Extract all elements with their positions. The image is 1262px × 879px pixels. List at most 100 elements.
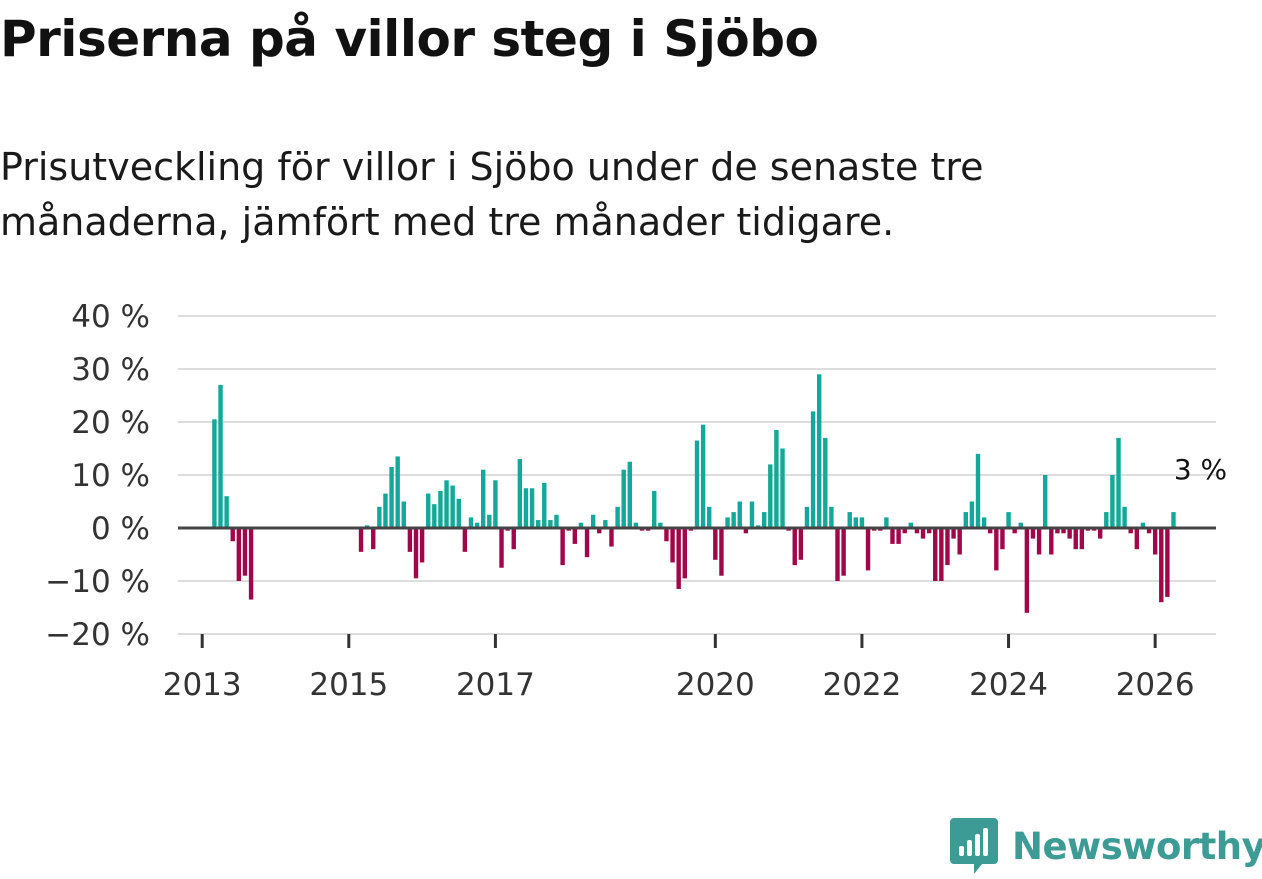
bar — [694, 440, 700, 528]
bar — [890, 528, 895, 544]
y-tick-label: −10 % — [45, 564, 150, 600]
bar — [988, 528, 993, 534]
bar — [609, 528, 614, 547]
bar — [1152, 528, 1158, 555]
bar — [1140, 522, 1146, 528]
bar — [230, 528, 235, 542]
y-tick-label: 10 % — [71, 458, 150, 494]
bar — [358, 528, 364, 552]
x-tick-label: 2015 — [309, 667, 388, 703]
page-title: Priserna på villor steg i Sjöbo — [0, 10, 819, 68]
brand-name: Newsworthy — [1012, 824, 1262, 868]
bar — [1030, 528, 1036, 539]
bar — [377, 506, 382, 528]
bar — [664, 528, 669, 542]
bar — [908, 522, 914, 528]
bar — [914, 528, 920, 534]
bar — [1159, 528, 1164, 603]
bar — [1018, 522, 1023, 528]
bar — [1024, 528, 1030, 613]
bar — [371, 528, 376, 550]
bar — [224, 496, 229, 528]
bar — [1128, 528, 1133, 534]
bar — [859, 517, 865, 528]
bar — [1000, 528, 1005, 550]
bar — [1079, 528, 1085, 550]
bar — [963, 512, 968, 528]
bar — [835, 528, 840, 581]
bar — [407, 528, 413, 552]
bar — [994, 528, 999, 571]
bar — [957, 528, 962, 555]
bar — [462, 528, 468, 552]
bar — [975, 453, 981, 528]
bar — [939, 528, 944, 581]
bar — [1036, 528, 1042, 555]
bar — [1104, 512, 1109, 528]
bar — [212, 419, 217, 528]
bar — [1110, 475, 1115, 528]
bar — [676, 528, 681, 589]
bar — [529, 488, 535, 528]
bar — [1006, 512, 1011, 528]
page-subtitle: Prisutveckling för villor i Sjöbo under … — [0, 145, 984, 244]
bar — [731, 512, 736, 528]
x-tick-label: 2013 — [163, 667, 242, 703]
bar — [578, 522, 584, 528]
bar — [902, 528, 907, 534]
bar — [719, 528, 724, 576]
bar — [853, 517, 859, 528]
bar — [468, 517, 474, 528]
y-tick-label: 30 % — [71, 352, 150, 388]
bar — [444, 480, 449, 528]
bar — [554, 514, 559, 528]
label-layer: 40 % 30 % 20 % 10 % 0 % −10 % −20 % 2013 2015 201… — [45, 299, 1227, 703]
bar — [1097, 528, 1103, 539]
bar — [633, 522, 639, 528]
x-tick-label: 2022 — [822, 667, 901, 703]
bar — [658, 522, 663, 528]
y-tick-label: 0 % — [91, 511, 150, 547]
bar — [798, 528, 804, 560]
bar — [951, 528, 956, 539]
bar — [548, 520, 553, 528]
bar — [749, 501, 755, 528]
bar — [810, 411, 816, 528]
bar — [670, 528, 675, 563]
y-tick-label: 40 % — [71, 299, 150, 335]
bar — [707, 506, 712, 528]
bar — [933, 528, 938, 581]
bar-layer — [212, 374, 1176, 613]
x-tick-label: 2017 — [456, 667, 535, 703]
bar — [542, 482, 547, 528]
bar — [926, 528, 932, 534]
bar — [713, 528, 718, 560]
newsworthy-logo[interactable]: Newsworthy — [948, 816, 1262, 876]
bar — [804, 506, 810, 528]
bar — [762, 512, 767, 528]
bar — [1049, 528, 1054, 555]
bar — [1067, 528, 1072, 539]
bar — [218, 384, 223, 528]
bar — [438, 490, 443, 528]
bar — [242, 528, 248, 576]
bar — [389, 467, 394, 528]
bar — [652, 490, 657, 528]
x-tick-label: 2020 — [676, 667, 755, 703]
bar — [1146, 528, 1152, 534]
bar — [432, 504, 437, 528]
bar — [572, 528, 578, 544]
bar — [1055, 528, 1060, 534]
bar — [1171, 512, 1176, 528]
bar — [480, 469, 486, 528]
bar — [682, 528, 687, 579]
bar — [865, 528, 871, 571]
x-tick-label: 2026 — [1116, 667, 1195, 703]
bar — [1012, 528, 1017, 534]
bar — [841, 528, 846, 576]
bar — [884, 517, 889, 528]
bar — [1043, 475, 1048, 528]
bar — [737, 501, 742, 528]
bar — [450, 485, 455, 528]
bar — [1134, 528, 1140, 550]
